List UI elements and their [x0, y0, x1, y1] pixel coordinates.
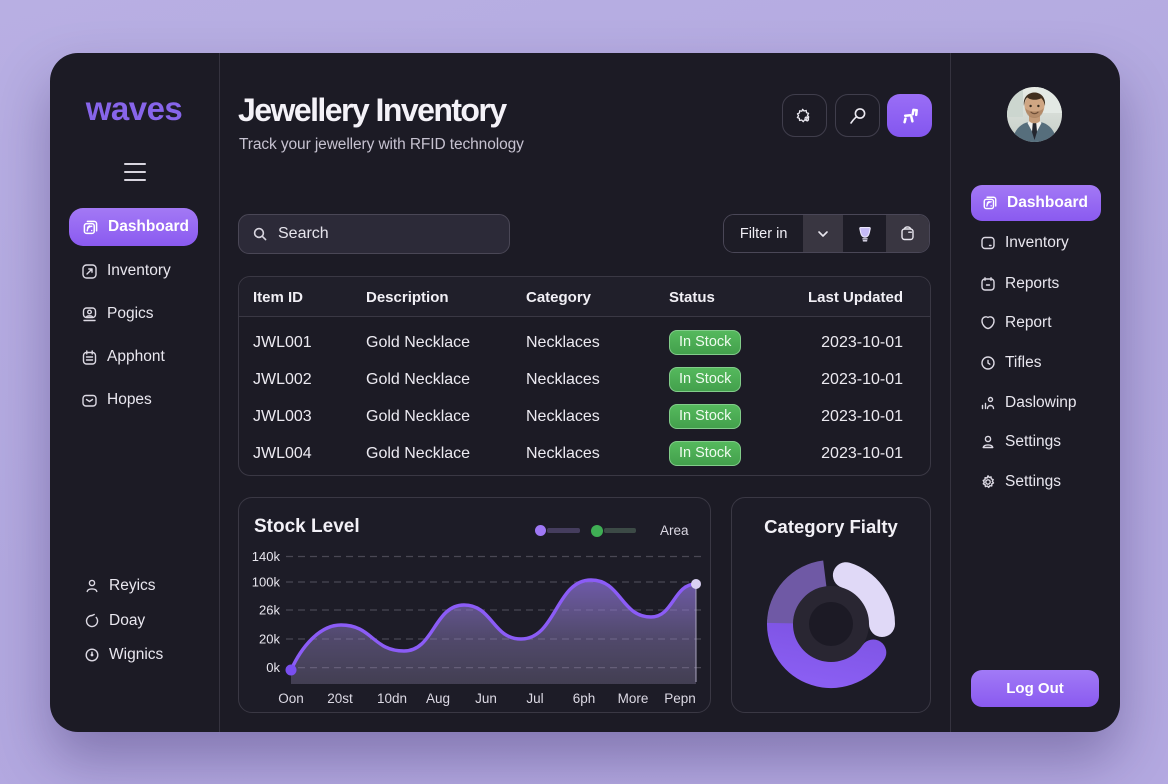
svg-text:100k: 100k: [252, 575, 281, 590]
svg-text:Jun: Jun: [475, 691, 497, 706]
svg-text:0k: 0k: [266, 660, 280, 675]
svg-text:Jul: Jul: [526, 691, 543, 706]
svg-text:26k: 26k: [259, 603, 280, 618]
svg-text:20k: 20k: [259, 632, 280, 647]
svg-text:140k: 140k: [252, 549, 281, 564]
svg-text:Pepn: Pepn: [664, 691, 696, 706]
svg-text:20st: 20st: [327, 691, 353, 706]
svg-text:10dn: 10dn: [377, 691, 407, 706]
svg-text:6ph: 6ph: [573, 691, 596, 706]
svg-text:Oon: Oon: [278, 691, 304, 706]
svg-text:More: More: [618, 691, 649, 706]
svg-text:Aug: Aug: [426, 691, 450, 706]
